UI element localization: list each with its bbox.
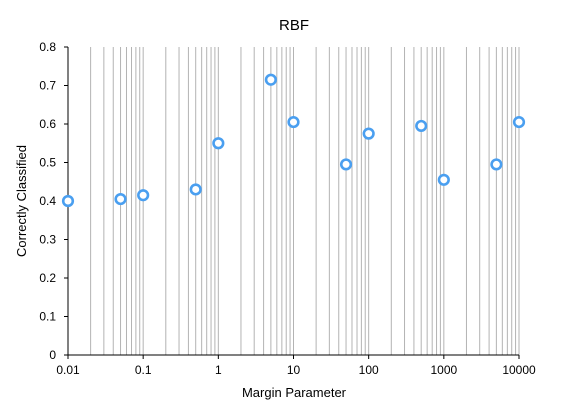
y-tick-label: 0.6 <box>39 117 56 131</box>
grid <box>67 47 520 355</box>
data-point <box>189 183 202 196</box>
x-ticks: 0.01 0.1 1 10 100 1000 10000 <box>56 355 536 377</box>
x-tick-label: 10 <box>287 363 301 377</box>
y-axis-label: Correctly Classified <box>14 145 29 257</box>
x-axis-label: Margin Parameter <box>242 385 347 400</box>
y-tick-label: 0.8 <box>39 40 56 54</box>
data-point <box>362 127 375 140</box>
y-tick-label: 0.7 <box>39 79 56 93</box>
y-tick-label: 0.4 <box>39 194 56 208</box>
data-point <box>437 173 450 186</box>
x-tick-label: 1 <box>215 363 222 377</box>
data-point <box>415 119 428 133</box>
y-tick-label: 0.2 <box>39 271 56 285</box>
x-tick-label: 0.1 <box>135 363 152 377</box>
data-point <box>490 158 503 171</box>
data-point <box>287 115 300 129</box>
x-tick-label: 0.01 <box>56 363 80 377</box>
y-ticks: 0 0.1 0.2 0.3 0.4 0.5 0.6 0.7 0.8 <box>39 40 68 362</box>
x-tick-label: 1000 <box>430 363 457 377</box>
data-points <box>61 73 526 208</box>
data-point <box>61 194 75 208</box>
data-point <box>512 115 526 129</box>
data-point <box>212 137 225 150</box>
data-point <box>114 192 127 206</box>
data-point <box>137 189 150 202</box>
chart-title: RBF <box>279 17 309 34</box>
y-tick-label: 0.1 <box>39 310 56 324</box>
y-tick-label: 0.5 <box>39 156 56 170</box>
data-point <box>264 73 277 86</box>
data-point <box>339 158 353 171</box>
y-tick-label: 0.3 <box>39 233 56 247</box>
y-tick-label: 0 <box>49 348 56 362</box>
x-tick-label: 10000 <box>502 363 536 377</box>
x-tick-label: 100 <box>359 363 379 377</box>
